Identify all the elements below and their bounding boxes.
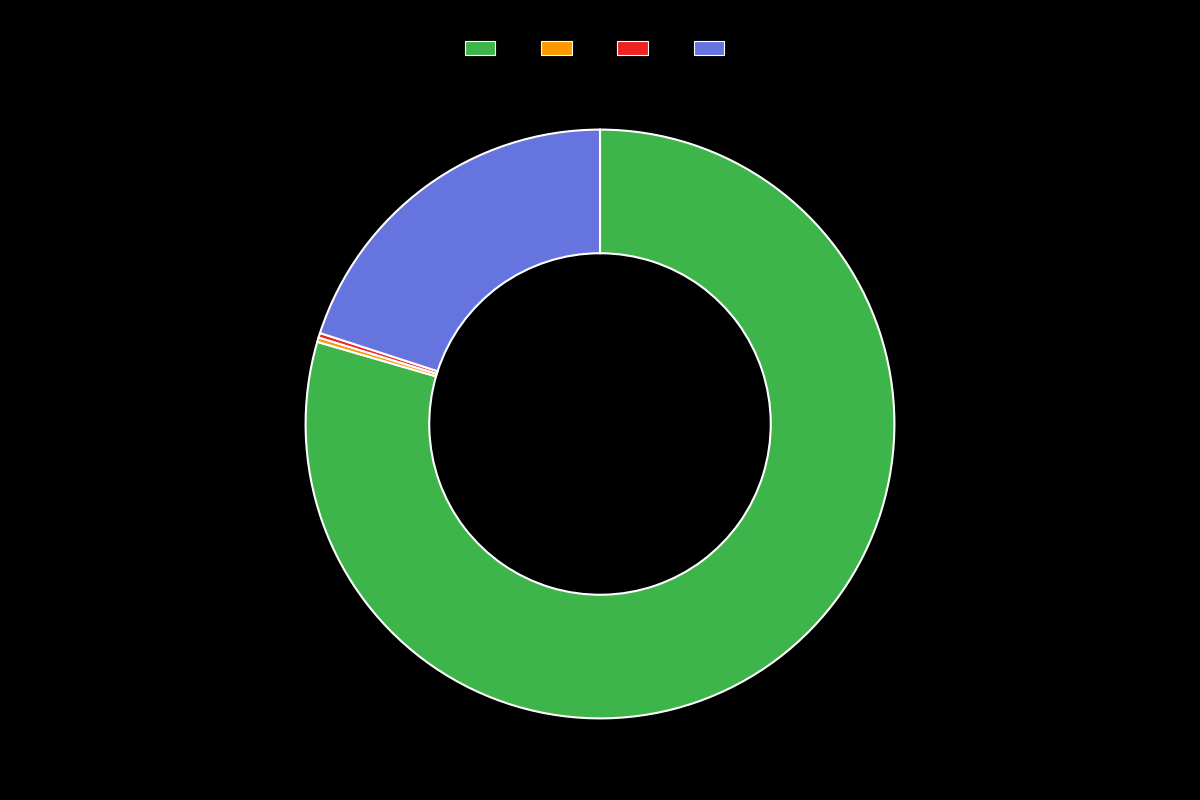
Legend: , , , : , , , <box>464 41 736 55</box>
Wedge shape <box>319 333 438 374</box>
Wedge shape <box>317 338 437 376</box>
Wedge shape <box>320 130 600 371</box>
Wedge shape <box>306 130 894 718</box>
